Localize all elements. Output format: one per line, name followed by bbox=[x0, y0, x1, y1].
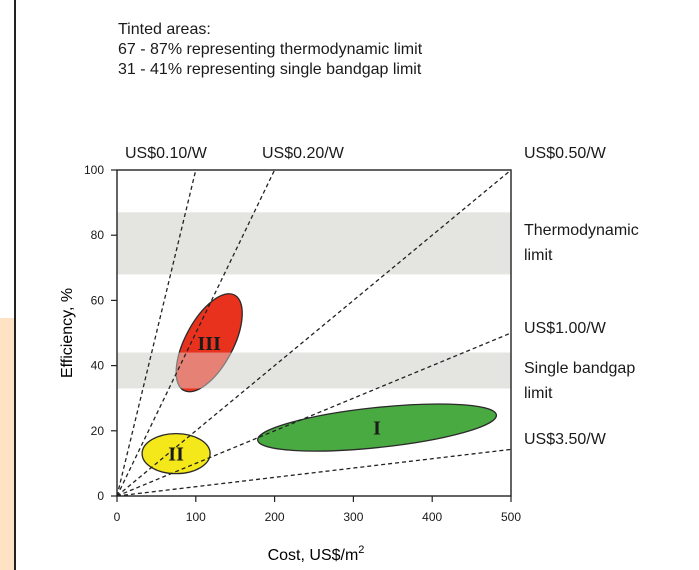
x-tick-label-300: 300 bbox=[343, 510, 363, 524]
y-axis-label: Efficiency, % bbox=[59, 288, 76, 378]
region-ii-ellipse bbox=[141, 432, 211, 475]
x-axis-label: Cost, US$/m2 bbox=[268, 544, 365, 564]
price-line-us-3-50-w bbox=[117, 448, 511, 496]
band-label-thermodynamic-1: Thermodynamic bbox=[524, 222, 639, 239]
y-tick-label-80: 80 bbox=[91, 228, 105, 242]
region-i-ellipse bbox=[257, 403, 498, 452]
y-tick-label-0: 0 bbox=[97, 489, 104, 503]
x-axis-label-superscript: 2 bbox=[358, 544, 364, 556]
price-line-us-1-00-w bbox=[117, 332, 511, 496]
price-line-us-0-50-w bbox=[117, 170, 511, 496]
tinted-areas-note: Tinted areas: 67 - 87% representing ther… bbox=[118, 20, 422, 80]
band-overlay-thermodynamic bbox=[117, 212, 511, 275]
note-line-thermodynamic: 67 - 87% representing thermodynamic limi… bbox=[118, 41, 423, 58]
price-label-us-0-10-w: US$0.10/W bbox=[125, 145, 208, 162]
x-tick-label-0: 0 bbox=[114, 510, 121, 524]
price-line-us-0-20-w bbox=[117, 170, 276, 496]
price-label-us-0-20-w: US$0.20/W bbox=[262, 145, 345, 162]
left-border-rule bbox=[14, 0, 16, 570]
price-label-us-0-50-w: US$0.50/W bbox=[524, 145, 607, 162]
x-axis-label-text: Cost, US$/m bbox=[268, 547, 359, 564]
plot-frame bbox=[116, 169, 512, 497]
price-label-us-3-50-w: US$3.50/W bbox=[524, 431, 607, 448]
band-label-thermodynamic-2: limit bbox=[524, 247, 553, 264]
band-overlay-single-bandgap bbox=[117, 352, 511, 389]
y-tick-label-100: 100 bbox=[84, 163, 104, 177]
region-ii-label: II bbox=[168, 444, 184, 466]
note-line-bandgap: 31 - 41% representing single bandgap lim… bbox=[118, 61, 422, 78]
left-orange-band bbox=[0, 318, 14, 570]
price-label-us-1-00-w: US$1.00/W bbox=[524, 320, 607, 337]
x-tick-label-400: 400 bbox=[422, 510, 442, 524]
x-tick-label-200: 200 bbox=[265, 510, 285, 524]
x-tick-label-500: 500 bbox=[501, 510, 521, 524]
region-iii-ellipse bbox=[175, 293, 243, 393]
y-tick-label-60: 60 bbox=[91, 293, 105, 307]
x-tick-label-100: 100 bbox=[186, 510, 206, 524]
y-tick-label-20: 20 bbox=[91, 424, 105, 438]
band-label-single-bandgap-1: Single bandgap bbox=[524, 360, 635, 377]
region-iii-label: III bbox=[198, 333, 222, 355]
region-i-label: I bbox=[373, 418, 381, 440]
note-heading: Tinted areas: bbox=[118, 21, 211, 38]
y-tick-label-40: 40 bbox=[91, 359, 105, 373]
band-label-single-bandgap-2: limit bbox=[524, 385, 553, 402]
